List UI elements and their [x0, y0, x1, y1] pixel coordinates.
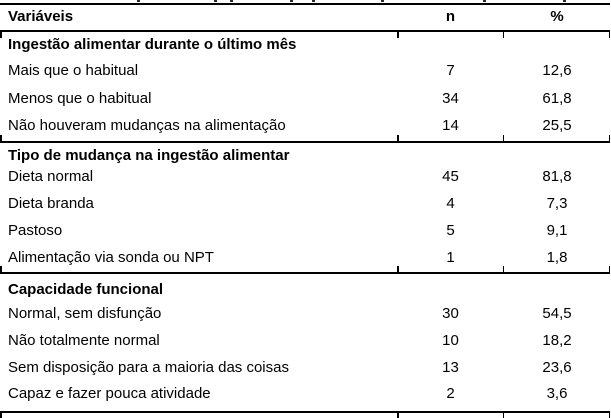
table-row: Capaz e fazer pouca atividade 2 3,6	[0, 384, 611, 404]
column-border-tick	[0, 412, 2, 418]
column-header-variables: Variáveis	[8, 8, 74, 25]
table-row: Mais que o habitual 7 12,6	[0, 61, 611, 81]
section-header-row: Tipo de mudança na ingestão alimentar	[0, 146, 611, 166]
table-row: Não totalmente normal 10 18,2	[0, 331, 611, 351]
row-label: Capaz e fazer pouca atividade	[8, 385, 211, 402]
column-border-tick	[608, 135, 610, 141]
section-header-label: Capacidade funcional	[8, 281, 164, 298]
section-divider	[0, 272, 610, 274]
row-pct-value: 3,6	[546, 385, 568, 402]
row-pct-value: 12,6	[542, 62, 572, 79]
column-border-tick	[397, 266, 399, 272]
row-n-value: 5	[446, 222, 455, 239]
column-border-tick	[502, 135, 504, 141]
cutoff-text-remnant	[214, 0, 217, 2]
row-n-value: 14	[442, 117, 459, 134]
row-pct-value: 61,8	[542, 90, 572, 107]
row-label: Alimentação via sonda ou NPT	[8, 249, 214, 266]
section-divider	[0, 141, 610, 143]
column-border-tick	[502, 412, 504, 418]
cutoff-text-remnant	[137, 0, 140, 2]
row-label: Sem disposição para a maioria das coisas	[8, 359, 289, 376]
row-pct-value: 7,3	[546, 195, 568, 212]
section-header-label: Tipo de mudança na ingestão alimentar	[8, 147, 290, 164]
table-row: Menos que o habitual 34 61,8	[0, 89, 611, 109]
section-header-row: Capacidade funcional	[0, 280, 611, 300]
section-header-label: Ingestão alimentar durante o último mês	[8, 36, 297, 53]
column-border-tick	[0, 135, 2, 141]
table-header-row: Variáveis n %	[0, 7, 611, 27]
row-pct-value: 1,8	[546, 249, 568, 266]
row-pct-value: 25,5	[542, 117, 572, 134]
table-row: Sem disposição para a maioria das coisas…	[0, 358, 611, 378]
row-label: Dieta branda	[8, 195, 94, 212]
column-border-tick	[0, 31, 2, 38]
row-n-value: 10	[442, 332, 459, 349]
row-pct-value: 54,5	[542, 305, 572, 322]
row-n-value: 4	[446, 195, 455, 212]
column-border-tick	[397, 412, 399, 418]
column-border-tick	[0, 266, 2, 272]
row-n-value: 13	[442, 359, 459, 376]
cutoff-text-remnant	[230, 0, 233, 2]
column-border-tick	[608, 31, 610, 38]
column-border-tick	[608, 412, 610, 418]
column-border-tick	[608, 266, 610, 272]
row-pct-value: 23,6	[542, 359, 572, 376]
column-border-tick	[397, 31, 399, 38]
column-border-tick	[502, 266, 504, 272]
row-label: Menos que o habitual	[8, 90, 152, 107]
row-n-value: 7	[446, 62, 455, 79]
column-border-tick	[502, 31, 504, 38]
table-row: Pastoso 5 9,1	[0, 221, 611, 241]
row-pct-value: 81,8	[542, 168, 572, 185]
cutoff-text-remnant	[290, 0, 293, 2]
row-n-value: 2	[446, 385, 455, 402]
row-label: Pastoso	[8, 222, 63, 239]
row-n-value: 34	[442, 90, 459, 107]
row-label: Mais que o habitual	[8, 62, 139, 79]
row-label: Normal, sem disfunção	[8, 305, 162, 322]
table-row: Alimentação via sonda ou NPT 1 1,8	[0, 248, 611, 268]
row-label: Não houveram mudanças na alimentação	[8, 117, 286, 134]
cutoff-text-remnant	[381, 0, 384, 2]
table-row: Normal, sem disfunção 30 54,5	[0, 304, 611, 324]
table-row: Não houveram mudanças na alimentação 14 …	[0, 116, 611, 136]
table-row: Dieta branda 4 7,3	[0, 194, 611, 214]
row-pct-value: 9,1	[546, 222, 568, 239]
column-header-percent: %	[550, 8, 564, 25]
column-border-tick	[397, 135, 399, 141]
row-n-value: 45	[442, 168, 459, 185]
row-label: Não totalmente normal	[8, 332, 160, 349]
cutoff-text-remnant	[312, 0, 315, 2]
row-label: Dieta normal	[8, 168, 94, 185]
cutoff-text-remnant	[563, 0, 566, 2]
table-row: Dieta normal 45 81,8	[0, 167, 611, 187]
cutoff-text-remnant	[483, 0, 486, 2]
table-top-border	[0, 3, 610, 5]
section-header-row: Ingestão alimentar durante o último mês	[0, 35, 611, 55]
header-bottom-border	[0, 30, 610, 32]
row-n-value: 1	[446, 249, 455, 266]
column-header-n: n	[445, 8, 456, 25]
row-n-value: 30	[442, 305, 459, 322]
row-pct-value: 18,2	[542, 332, 572, 349]
table-bottom-border	[0, 411, 610, 413]
